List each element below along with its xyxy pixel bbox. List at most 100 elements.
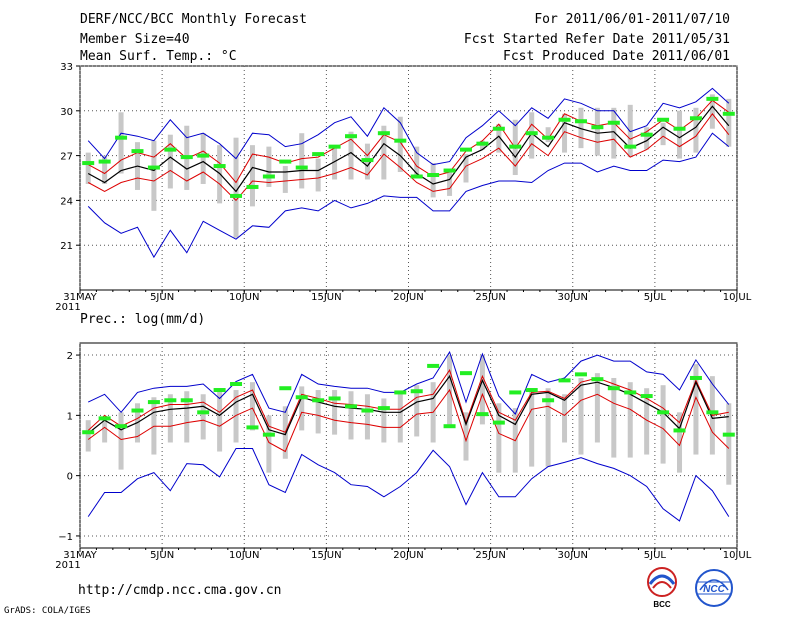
ensemble-marker [640,394,653,399]
spread-box [529,388,535,467]
ensemble-marker [180,398,193,403]
ensemble-marker [542,135,555,140]
spread-box [611,107,617,159]
spread-box [299,133,305,189]
ensemble-marker [558,378,571,383]
ensemble-marker [410,389,423,394]
spread-box [660,385,666,464]
ensemble-marker [574,372,587,377]
x-tick-label: 10JUL [723,550,752,561]
spread-box [397,116,403,173]
forecast-produced-date: Fcst Produced Date 2011/06/01 [503,49,730,64]
ensemble-marker [345,404,358,409]
ensemble-marker [443,168,456,173]
spread-box [660,122,666,146]
spread-box [167,394,173,443]
ensemble-marker [722,432,735,437]
spread-box [266,415,272,473]
spread-box [496,124,502,153]
ensemble-marker [328,144,341,149]
spread-box [496,403,502,473]
ensemble-marker [361,158,374,163]
spread-box [85,152,91,184]
ensemble-marker [509,390,522,395]
ensemble-marker [312,152,325,157]
spread-box [200,133,206,184]
ensemble-marker [115,135,128,140]
spread-box [611,377,617,458]
ensemble-marker [673,126,686,131]
spread-box [709,94,715,129]
ensemble-marker [98,416,111,421]
precip-subtitle: Prec.: log(mm/d) [80,312,205,327]
ensemble-marker [164,398,177,403]
spread-box [233,137,239,238]
member-size-label: Member Size=40 [80,32,190,47]
ensemble-marker [230,382,243,386]
ensemble-marker [542,398,555,403]
ensemble-marker [213,388,226,393]
x-tick-label: 31MAY [63,550,97,561]
ensemble-marker [361,408,374,413]
ensemble-marker [492,126,505,131]
ensemble-marker [82,161,95,166]
ensemble-marker [476,141,489,146]
bcc-logo: BCC [647,567,677,609]
spread-box [364,394,370,440]
ensemble-marker [624,390,637,395]
spread-box [299,386,305,431]
ensemble-marker [98,159,111,164]
ensemble-marker [279,386,292,391]
ensemble-marker [427,173,440,178]
ncc-logo-text: NCC [703,584,725,595]
series-line-max [87,87,730,166]
spread-box [677,412,683,473]
spread-box [463,154,469,183]
spread-box [315,158,321,192]
y-tick-label: 24 [60,196,73,207]
precipitation-panel: −1 0 1 2 31MAY 5JUN 10JUN 15JUN 20JUN 25JUN 30JUN 5… [55,312,751,571]
ensemble-marker [640,132,653,137]
ensemble-marker [295,395,308,400]
series-line-upper [87,99,730,184]
series-line-mean [87,374,729,436]
source-url[interactable]: http://cmdp.ncc.cma.gov.cn [78,583,282,598]
spread-box [102,418,108,443]
x-year-label: 2011 [55,302,80,313]
x-tick-label: 5JUL [644,292,667,303]
x-tick-label: 10JUN [229,292,259,303]
spread-box [184,391,190,443]
spread-box [249,382,255,431]
x-tick-label: 15JUN [311,292,341,303]
ensemble-marker [246,425,259,430]
spread-box [479,355,485,425]
spread-box [266,146,272,187]
series-line-min [87,448,730,522]
x-tick-label: 10JUL [723,292,752,303]
spread-box [677,110,683,159]
ensemble-marker [246,184,259,189]
spread-box [249,145,255,207]
x-tick-label: 20JUN [393,550,423,561]
ensemble-marker [525,388,538,393]
spread-box [627,382,633,458]
ensemble-marker [147,165,160,170]
spread-box [282,166,288,193]
spread-box [578,377,584,455]
spread-box [414,146,420,178]
spread-box [726,98,732,147]
y-tick-label: 33 [60,62,73,73]
ensemble-marker [706,410,719,415]
ensemble-marker [131,149,144,154]
ensemble-marker [657,117,670,122]
x-year-label: 2011 [55,560,80,571]
spread-box [545,127,551,143]
x-tick-label: 15JUN [311,550,341,561]
ensemble-marker [147,400,160,405]
forecast-start-date: Fcst Started Refer Date 2011/05/31 [463,32,730,47]
ensemble-marker [722,111,735,116]
spread-box [562,113,568,153]
spread-box [332,390,338,435]
spread-box [463,412,469,461]
